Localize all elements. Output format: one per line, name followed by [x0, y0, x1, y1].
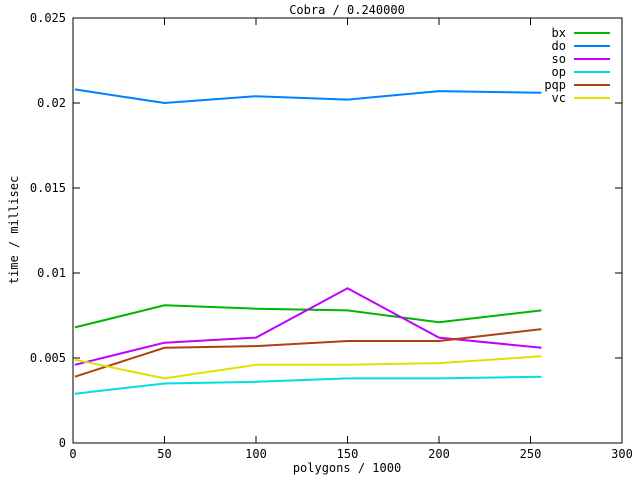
x-tick-label: 150: [337, 447, 359, 461]
legend-label-so: so: [552, 52, 566, 66]
series-line-op: [74, 375, 542, 395]
series-line-bx: [74, 304, 542, 329]
series-line-pqp: [74, 328, 542, 378]
y-tick-label: 0.02: [37, 96, 66, 110]
legend-label-pqp: pqp: [544, 78, 566, 92]
series-line-do: [74, 88, 542, 105]
chart-title: Cobra / 0.240000: [289, 3, 405, 17]
x-tick-label: 100: [245, 447, 267, 461]
x-tick-label: 300: [611, 447, 633, 461]
y-tick-label: 0.005: [30, 351, 66, 365]
x-axis-label: polygons / 1000: [293, 461, 401, 475]
x-tick-label: 250: [520, 447, 542, 461]
y-axis-label: time / millisec: [7, 176, 21, 284]
x-tick-label: 0: [69, 447, 76, 461]
y-tick-label: 0.025: [30, 11, 66, 25]
y-tick-label: 0: [59, 436, 66, 450]
legend-label-op: op: [552, 65, 566, 79]
x-tick-label: 200: [428, 447, 450, 461]
legend-label-bx: bx: [552, 26, 566, 40]
y-tick-label: 0.015: [30, 181, 66, 195]
series-layer: [74, 88, 542, 395]
legend-label-vc: vc: [552, 91, 566, 105]
y-tick-label: 0.01: [37, 266, 66, 280]
axes-layer: 0 50 100 150 200 250 300 0 0.005 0.01 0.015 0.02 0.0…: [30, 11, 633, 461]
series-line-vc: [74, 355, 542, 380]
x-tick-label: 50: [157, 447, 171, 461]
legend-label-do: do: [552, 39, 566, 53]
